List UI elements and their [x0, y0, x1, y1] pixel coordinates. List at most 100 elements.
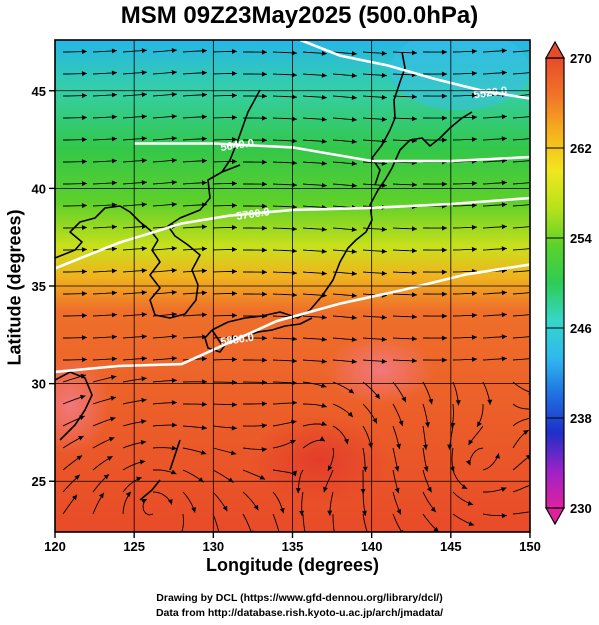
streamline — [302, 513, 306, 532]
streamline-arrow — [261, 247, 267, 253]
streamline-arrow — [441, 247, 447, 253]
streamline-arrow — [291, 400, 297, 406]
streamline-arrow — [394, 466, 400, 472]
streamline — [212, 513, 220, 532]
streamline-arrow — [487, 399, 493, 405]
streamline-arrow — [111, 290, 117, 296]
streamline-arrow — [141, 376, 147, 382]
streamline-arrow — [231, 356, 237, 362]
streamline-arrow — [321, 403, 327, 408]
colorbar-tick-label: 230 — [570, 501, 592, 516]
streamline — [332, 514, 335, 532]
streamline-arrow — [321, 358, 327, 364]
streamline-arrow — [111, 356, 117, 362]
streamline — [512, 511, 530, 515]
streamline-arrow — [291, 138, 297, 144]
streamline-arrow — [321, 138, 327, 144]
streamline — [512, 358, 530, 361]
streamline-arrow — [344, 438, 349, 445]
streamline-arrow — [411, 116, 417, 122]
contour-line — [55, 263, 530, 374]
streamline-arrow — [141, 268, 147, 274]
streamline-arrow — [108, 436, 115, 442]
streamline-arrow — [471, 224, 477, 230]
streamline-arrow — [532, 224, 537, 229]
streamline-arrow — [261, 49, 267, 55]
contour-label: 5880.0 — [220, 332, 255, 349]
streamline-arrow — [351, 183, 357, 189]
streamline-arrow — [532, 246, 537, 251]
streamline-arrow — [321, 72, 327, 78]
streamline-arrow — [261, 93, 267, 99]
streamline-arrow — [103, 474, 110, 480]
streamline-arrow — [332, 532, 338, 538]
streamline-arrow — [441, 291, 447, 297]
streamline-arrow — [81, 335, 87, 341]
streamline-arrow — [351, 73, 357, 79]
streamline-arrow — [471, 70, 477, 76]
streamline — [512, 336, 530, 339]
streamline-arrow — [111, 92, 117, 98]
streamline-arrow — [141, 419, 147, 425]
streamline-arrow — [171, 333, 177, 339]
streamline-arrow — [396, 509, 402, 515]
gridlines — [54, 40, 531, 532]
streamline-arrow — [141, 312, 147, 318]
streamline-arrow — [141, 136, 147, 142]
streamline-arrow — [231, 425, 237, 431]
streamline-arrow — [381, 94, 387, 100]
streamline-arrow — [171, 179, 177, 185]
streamline-arrow — [171, 113, 177, 119]
y-tick-label: 25 — [32, 474, 46, 489]
streamline-arrow — [321, 226, 327, 232]
y-tick-label: 40 — [32, 181, 46, 196]
streamline-arrow — [471, 290, 477, 296]
streamline-arrow — [351, 359, 357, 365]
streamline-arrow — [201, 224, 207, 230]
streamline-arrow — [532, 136, 537, 141]
chart-title: MSM 09Z23May2025 (500.0hPa) — [120, 2, 479, 29]
streamline-arrow — [81, 269, 87, 275]
streamline-arrow — [291, 248, 297, 254]
streamline-arrow — [261, 357, 267, 363]
streamline-arrow — [532, 158, 537, 163]
streamline-arrow — [532, 114, 537, 119]
streamline-arrow — [327, 510, 333, 516]
streamline-arrow — [532, 48, 537, 53]
streamline-arrow — [394, 487, 400, 494]
streamline-arrow — [381, 270, 387, 276]
streamline-arrow — [471, 92, 477, 98]
streamline-arrow — [351, 117, 357, 123]
streamline-arrow — [141, 290, 147, 296]
streamline-arrow — [171, 422, 177, 428]
streamline-arrow — [201, 425, 207, 431]
streamline-arrow — [201, 92, 207, 98]
streamline — [392, 513, 403, 532]
streamline-arrow — [141, 356, 147, 362]
streamline-arrow — [441, 269, 447, 275]
streamline-arrow — [201, 246, 207, 252]
streamline-arrow — [320, 383, 327, 388]
streamline-arrow — [291, 226, 297, 232]
streamline-arrow — [401, 396, 406, 403]
streamline-arrow — [261, 159, 267, 165]
streamline-arrow — [201, 48, 207, 54]
streamline-arrow — [441, 71, 447, 77]
streamline-arrow — [351, 315, 357, 321]
streamline-arrow — [501, 356, 507, 362]
streamline-arrow — [495, 453, 500, 459]
streamline-arrow — [321, 160, 327, 166]
streamline-arrow — [171, 267, 177, 273]
streamline-arrow — [279, 507, 285, 514]
x-tick-label: 145 — [440, 539, 462, 554]
streamline-arrow — [321, 270, 327, 276]
streamline-arrow — [523, 430, 529, 435]
streamline-arrow — [81, 137, 87, 143]
streamline-arrow — [381, 226, 387, 232]
streamline-arrow — [471, 334, 477, 340]
streamline-arrow — [111, 334, 117, 340]
streamline-arrow — [111, 158, 117, 164]
streamline-arrow — [471, 180, 477, 186]
streamline-arrow — [81, 181, 87, 187]
streamline-arrow — [72, 494, 78, 501]
